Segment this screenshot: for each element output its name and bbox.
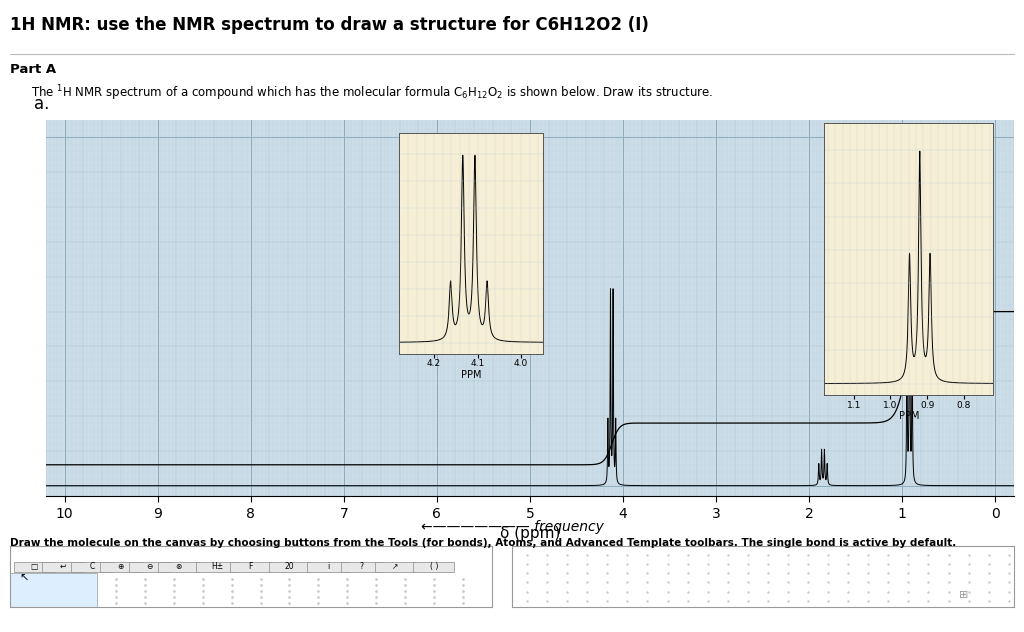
- Text: ⊗: ⊗: [175, 562, 182, 571]
- Text: □: □: [31, 562, 38, 571]
- FancyBboxPatch shape: [197, 562, 238, 572]
- FancyBboxPatch shape: [129, 562, 171, 572]
- Text: 1H NMR: use the NMR spectrum to draw a structure for C6H12O2 (I): 1H NMR: use the NMR spectrum to draw a s…: [10, 16, 649, 33]
- FancyBboxPatch shape: [268, 562, 310, 572]
- Text: ?: ?: [359, 562, 364, 571]
- Text: Part A: Part A: [10, 63, 56, 76]
- Text: Draw the molecule on the canvas by choosing buttons from the Tools (for bonds), : Draw the molecule on the canvas by choos…: [10, 538, 956, 549]
- Text: ↗: ↗: [392, 562, 398, 571]
- FancyBboxPatch shape: [42, 562, 84, 572]
- FancyBboxPatch shape: [13, 562, 55, 572]
- Text: a.: a.: [35, 95, 50, 112]
- FancyBboxPatch shape: [100, 562, 141, 572]
- Text: ←——————— frequency: ←——————— frequency: [421, 520, 603, 533]
- X-axis label: PPM: PPM: [461, 370, 481, 380]
- Text: i: i: [327, 562, 329, 571]
- X-axis label: PPM: PPM: [898, 411, 920, 421]
- Text: ⊞: ⊞: [958, 590, 969, 600]
- Text: ( ): ( ): [430, 562, 438, 571]
- FancyBboxPatch shape: [72, 562, 113, 572]
- Text: ↩: ↩: [60, 562, 67, 571]
- Text: The $^1$H NMR spectrum of a compound which has the molecular formula C$_6$H$_{12: The $^1$H NMR spectrum of a compound whi…: [31, 83, 713, 103]
- Text: ⊕: ⊕: [118, 562, 124, 571]
- FancyBboxPatch shape: [307, 562, 348, 572]
- Text: F: F: [249, 562, 253, 571]
- Text: 20: 20: [285, 562, 294, 571]
- Bar: [10, 573, 97, 607]
- Text: ⊖: ⊖: [146, 562, 153, 571]
- Text: C: C: [89, 562, 94, 571]
- Text: ↖: ↖: [19, 573, 30, 583]
- Text: H±: H±: [211, 562, 223, 571]
- FancyBboxPatch shape: [341, 562, 382, 572]
- X-axis label: δ (ppm): δ (ppm): [500, 526, 560, 541]
- FancyBboxPatch shape: [375, 562, 416, 572]
- FancyBboxPatch shape: [230, 562, 271, 572]
- FancyBboxPatch shape: [158, 562, 200, 572]
- FancyBboxPatch shape: [413, 562, 455, 572]
